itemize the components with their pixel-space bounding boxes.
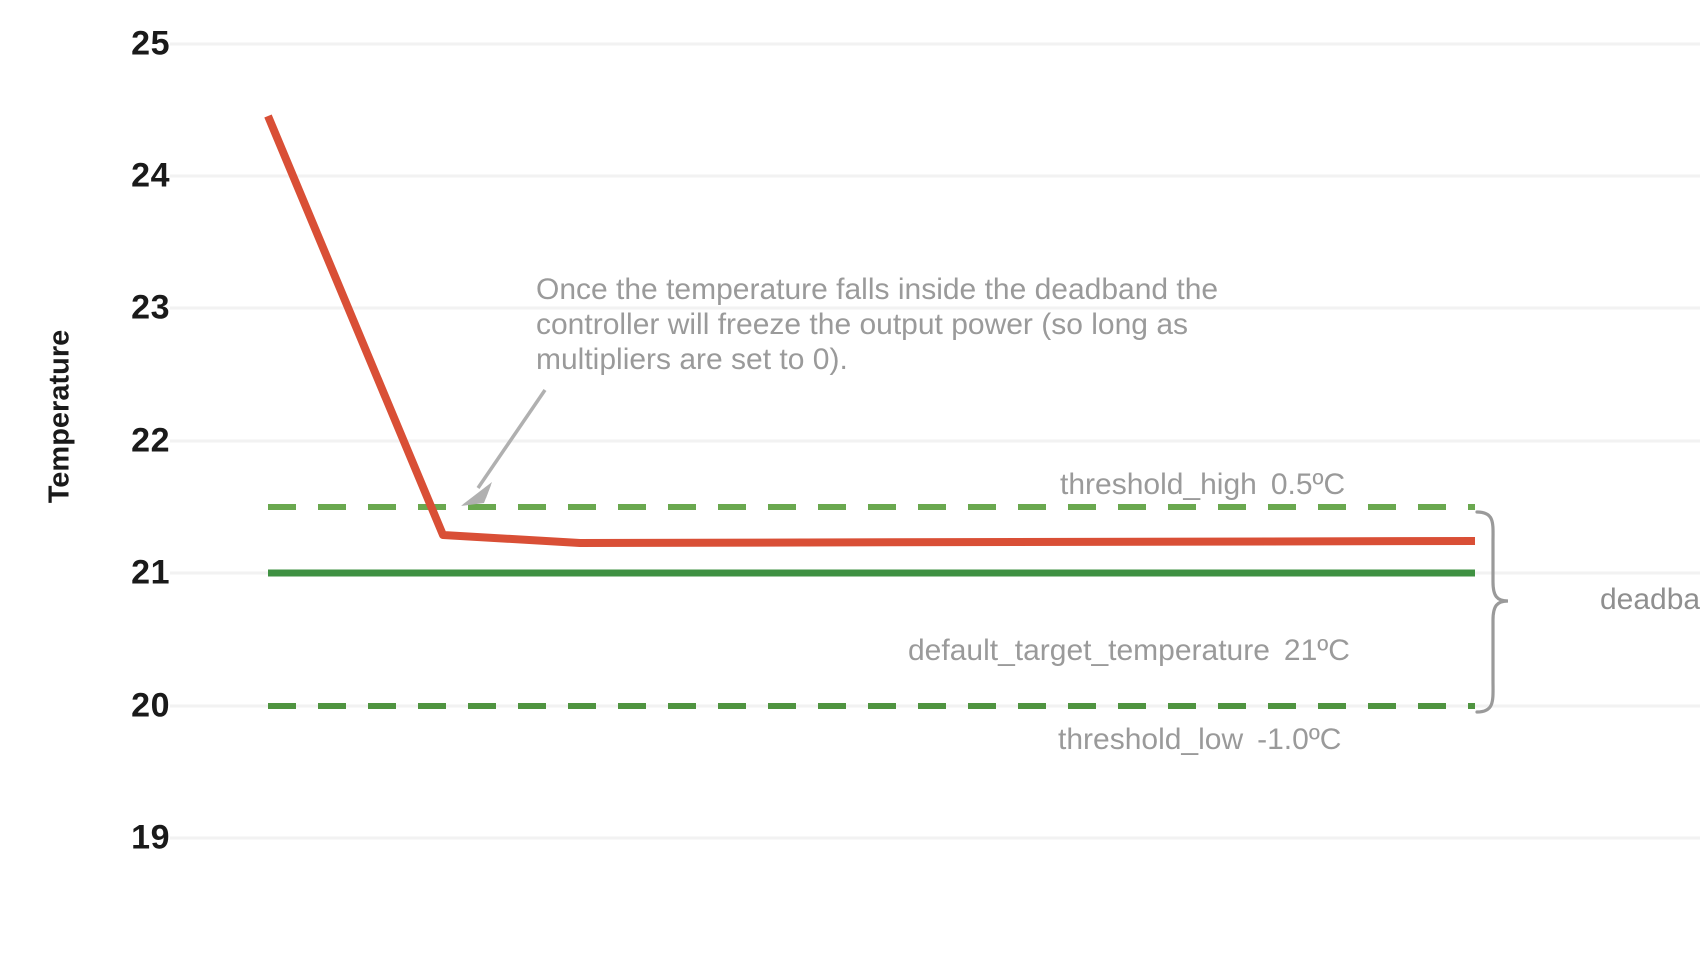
y-axis-ticks: 25 24 23 22 21 20 19 (30, 0, 170, 960)
annotation-line-3: multipliers are set to 0). (536, 343, 848, 376)
threshold-high-label-name: threshold_high (1060, 468, 1257, 501)
temperature-series-line (264, 114, 1476, 547)
y-tick-21: 21 (131, 553, 170, 592)
y-tick-22: 22 (131, 421, 170, 460)
annotation-line-2: controller will freeze the output power … (536, 308, 1189, 341)
deadband-label: deadband (1600, 583, 1700, 616)
y-tick-24: 24 (131, 156, 170, 195)
threshold-low-label: threshold_low -1.0ºC (1058, 723, 1341, 757)
target-temperature-label-value: 21ºC (1283, 634, 1350, 667)
y-tick-25: 25 (131, 24, 170, 63)
y-tick-23: 23 (131, 288, 170, 327)
target-temperature-label: default_target_temperature 21ºC (908, 634, 1350, 668)
deadband-annotation-text: Once the temperature falls inside the de… (536, 272, 1219, 377)
threshold-low-label-value: -1.0ºC (1257, 723, 1342, 756)
y-axis-title: Temperature (43, 329, 76, 504)
y-tick-20: 20 (131, 686, 170, 725)
deadband-brace (1475, 510, 1509, 714)
threshold-high-label-value: 0.5ºC (1270, 468, 1346, 501)
callout-arrow (461, 389, 547, 506)
threshold-low-label-name: threshold_low (1058, 723, 1244, 756)
threshold-high-label: threshold_high 0.5ºC (1060, 468, 1345, 502)
y-tick-19: 19 (131, 818, 170, 857)
annotation-line-1: Once the temperature falls inside the de… (536, 273, 1219, 306)
target-temperature-label-name: default_target_temperature (908, 634, 1270, 667)
